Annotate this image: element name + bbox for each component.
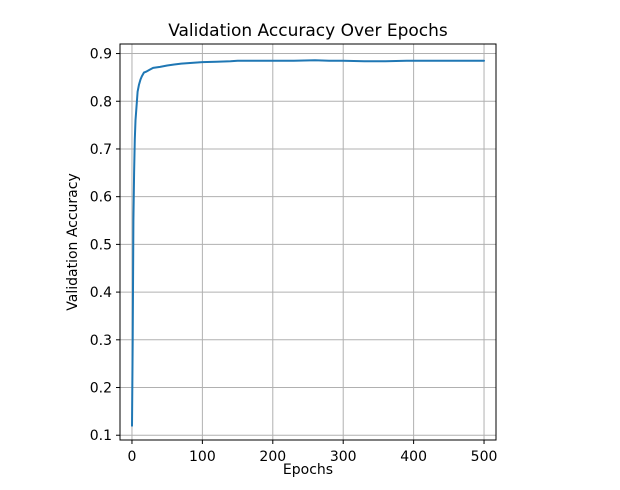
x-tick-label: 400 [400,449,427,465]
grid [120,44,496,440]
y-tick-label: 0.9 [90,47,112,63]
x-tick-label: 0 [128,449,137,465]
y-tick-label: 0.2 [90,381,112,397]
x-tick-label: 100 [189,449,216,465]
y-tick-label: 0.3 [90,333,112,349]
y-tick-label: 0.7 [90,142,112,158]
plot-frame [119,43,497,441]
chart-title: Validation Accuracy Over Epochs [168,21,448,41]
validation-accuracy-line [131,59,485,427]
ticks: 0 100 200 300 400 500 0.1 0.2 0.3 0.4 0.5 0.6 0.7 0.8… [90,47,498,465]
y-tick-label: 0.6 [90,190,112,206]
x-tick-label: 500 [471,449,498,465]
x-tick-label: 200 [259,449,286,465]
y-tick-label: 0.8 [90,94,112,110]
y-axis-label: Validation Accuracy [65,173,81,311]
series-layer [131,59,485,427]
y-tick-label: 0.1 [90,428,112,444]
x-tick-label: 300 [330,449,357,465]
y-tick-label: 0.4 [90,285,112,301]
x-axis-label: Epochs [283,462,333,478]
y-tick-label: 0.5 [90,237,112,253]
